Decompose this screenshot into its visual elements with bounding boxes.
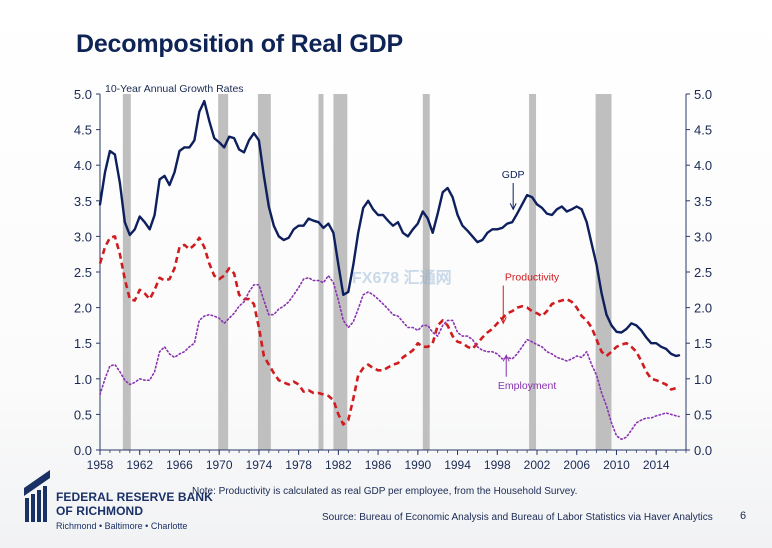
y-tick-label-left: 2.5 <box>74 265 92 280</box>
annotation-arrowhead-employment <box>502 354 510 362</box>
y-tick-label-left: 3.0 <box>74 229 92 244</box>
annotation-label-employment: Employment <box>498 380 556 392</box>
y-tick-label-right: 3.5 <box>694 194 712 209</box>
logo-text-line3: Richmond • Baltimore • Charlotte <box>56 521 188 531</box>
y-tick-label-left: 3.5 <box>74 194 92 209</box>
annotation-arrowhead-gdp <box>509 203 517 211</box>
y-tick-label-right: 2.5 <box>694 265 712 280</box>
annotation-label-gdp: GDP <box>502 169 525 181</box>
y-tick-label-right: 2.0 <box>694 301 712 316</box>
slide-title: Decomposition of Real GDP <box>76 30 403 58</box>
x-tick-label: 1994 <box>444 458 471 472</box>
y-tick-label-left: 2.0 <box>74 301 92 316</box>
fed-building-icon <box>24 470 50 522</box>
y-tick-label-right: 4.0 <box>694 158 712 173</box>
recession-bar <box>122 94 131 450</box>
annotation-arrowhead-productivity <box>499 317 507 325</box>
recession-bars <box>122 94 612 450</box>
y-tick-label-left: 0.5 <box>74 407 92 422</box>
watermark: FX678 汇通网 <box>352 270 452 287</box>
logo-text-line2: OF RICHMOND <box>56 504 144 518</box>
x-tick-label: 1990 <box>404 458 431 472</box>
y-tick-label-left: 1.5 <box>74 336 92 351</box>
x-tick-label: 1982 <box>325 458 352 472</box>
x-tick-label: 2006 <box>563 458 590 472</box>
y-tick-label-right: 5.0 <box>694 87 712 102</box>
x-tick-label: 1962 <box>126 458 153 472</box>
chart-note: Note: Productivity is calculated as real… <box>192 486 578 497</box>
logo-text-line1: FEDERAL RESERVE BANK <box>56 490 213 504</box>
chart-series <box>98 99 681 441</box>
x-tick-label: 1958 <box>87 458 114 472</box>
x-tick-label: 1970 <box>206 458 233 472</box>
y-tick-label-left: 4.0 <box>74 158 92 173</box>
series-line-productivity <box>98 235 680 426</box>
chart-subtitle: 10-Year Annual Growth Rates <box>105 83 244 95</box>
fed-richmond-logo: FEDERAL RESERVE BANK OF RICHMOND Richmon… <box>22 464 222 544</box>
y-tick-label-right: 4.5 <box>694 123 712 138</box>
annotation-label-productivity: Productivity <box>505 272 560 284</box>
chart-axes: 0.0 0.0 0.5 0.5 1.0 1.0 1.5 1.5 2.0 2.0 2.5 2.5 3.0 3… <box>74 87 712 472</box>
x-tick-label: 1998 <box>484 458 511 472</box>
page-number: 6 <box>740 510 747 522</box>
recession-bar <box>318 94 324 450</box>
y-tick-label-left: 4.5 <box>74 123 92 138</box>
recession-bar <box>595 94 612 450</box>
x-tick-label: 2010 <box>603 458 630 472</box>
x-tick-label: 1986 <box>365 458 392 472</box>
y-tick-label-left: 1.0 <box>74 372 92 387</box>
y-tick-label-right: 1.0 <box>694 372 712 387</box>
x-tick-label: 2014 <box>643 458 670 472</box>
x-tick-label: 1966 <box>166 458 193 472</box>
x-tick-label: 2002 <box>524 458 551 472</box>
y-tick-label-right: 0.0 <box>694 443 712 458</box>
x-tick-label: 1978 <box>285 458 312 472</box>
chart-annotations: GDP Productivity Employment <box>498 169 560 392</box>
y-tick-label-right: 1.5 <box>694 336 712 351</box>
y-tick-label-right: 0.5 <box>694 407 712 422</box>
series-line-gdp <box>98 99 681 358</box>
recession-bar <box>529 94 537 450</box>
series-line-employment <box>99 274 680 441</box>
x-tick-label: 1974 <box>246 458 273 472</box>
y-tick-label-left: 0.0 <box>74 443 92 458</box>
chart-source: Source: Bureau of Economic Analysis and … <box>322 512 713 523</box>
y-tick-label-right: 3.0 <box>694 229 712 244</box>
recession-bar <box>422 94 430 450</box>
recession-bar <box>218 94 229 450</box>
y-tick-label-left: 5.0 <box>74 87 92 102</box>
